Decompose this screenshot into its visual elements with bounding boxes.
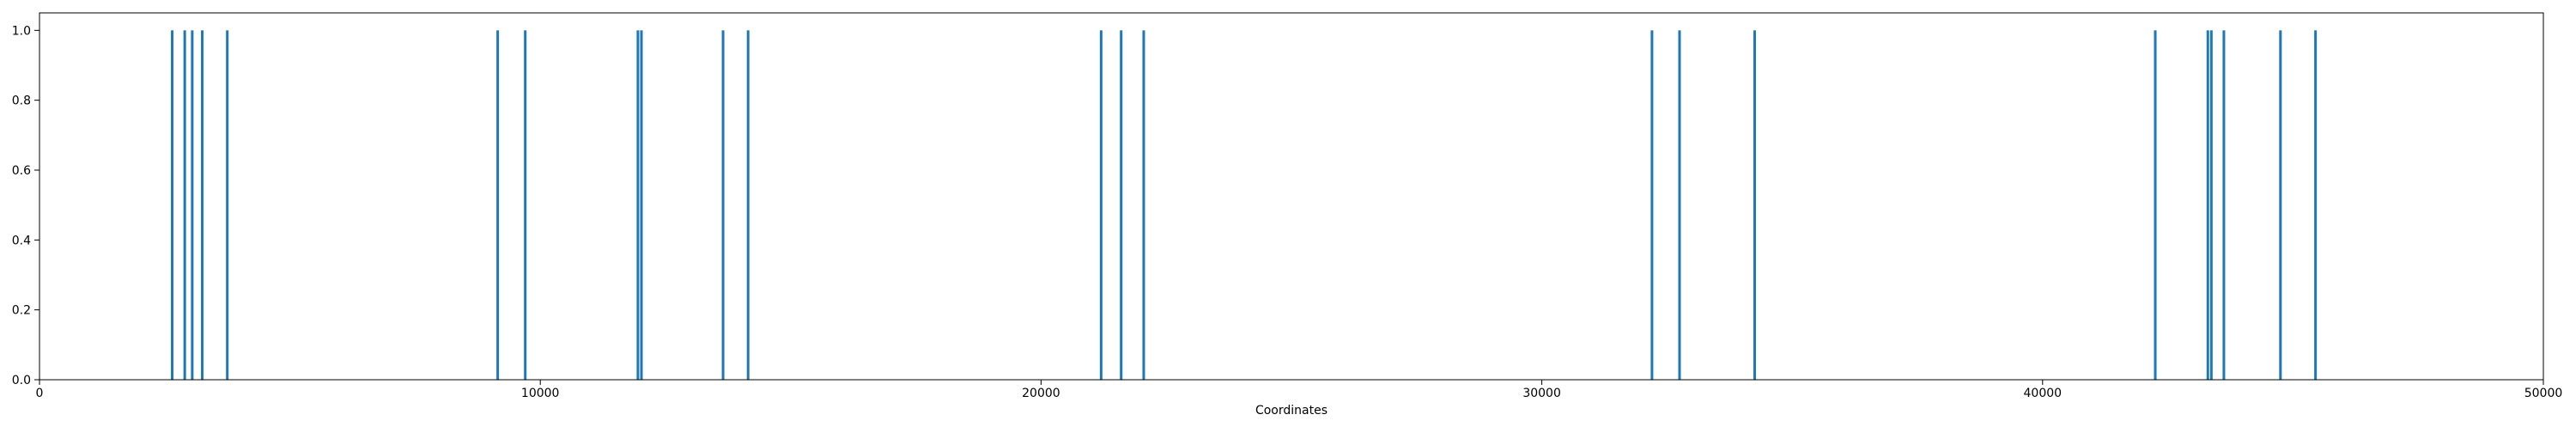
bar bbox=[1120, 30, 1123, 380]
bar bbox=[1678, 30, 1681, 380]
bar bbox=[2206, 30, 2209, 380]
bar bbox=[746, 30, 750, 380]
bar bbox=[496, 30, 500, 380]
x-tick-label: 20000 bbox=[1022, 387, 1060, 400]
plot-frame bbox=[39, 12, 2544, 381]
x-tick-label: 30000 bbox=[1522, 387, 1561, 400]
bar bbox=[183, 30, 186, 380]
axes-layer: 0 10000 20000 30000 40000 50000 0.0 0.2 0.4 0.6 0.… bbox=[12, 12, 2563, 400]
y-tick-label: 0.8 bbox=[12, 95, 31, 108]
x-tick-label: 40000 bbox=[2024, 387, 2063, 400]
bar bbox=[1099, 30, 1103, 380]
bar bbox=[1650, 30, 1654, 380]
y-tick-label: 0.4 bbox=[12, 234, 31, 247]
bar bbox=[2279, 30, 2282, 380]
x-axis-label: Coordinates bbox=[1255, 404, 1327, 418]
bar bbox=[201, 30, 204, 380]
bars-layer bbox=[171, 30, 2318, 380]
bar bbox=[171, 30, 174, 380]
bar bbox=[1142, 30, 1145, 380]
x-tick-label: 10000 bbox=[521, 387, 560, 400]
bar bbox=[2222, 30, 2226, 380]
bar bbox=[640, 30, 643, 380]
bar bbox=[2314, 30, 2318, 380]
bar bbox=[191, 30, 194, 380]
x-tick-label: 50000 bbox=[2524, 387, 2563, 400]
bar bbox=[636, 30, 640, 380]
y-tick-label: 1.0 bbox=[12, 24, 31, 38]
y-tick-label: 0.6 bbox=[12, 164, 31, 178]
bar bbox=[2154, 30, 2157, 380]
bar bbox=[2209, 30, 2213, 380]
bar bbox=[226, 30, 229, 380]
x-tick-label: 0 bbox=[36, 387, 44, 400]
bar bbox=[1753, 30, 1756, 380]
bar bbox=[524, 30, 527, 380]
bar bbox=[721, 30, 725, 380]
y-tick-label: 0.2 bbox=[12, 304, 31, 318]
y-tick-label: 0.0 bbox=[12, 374, 31, 387]
